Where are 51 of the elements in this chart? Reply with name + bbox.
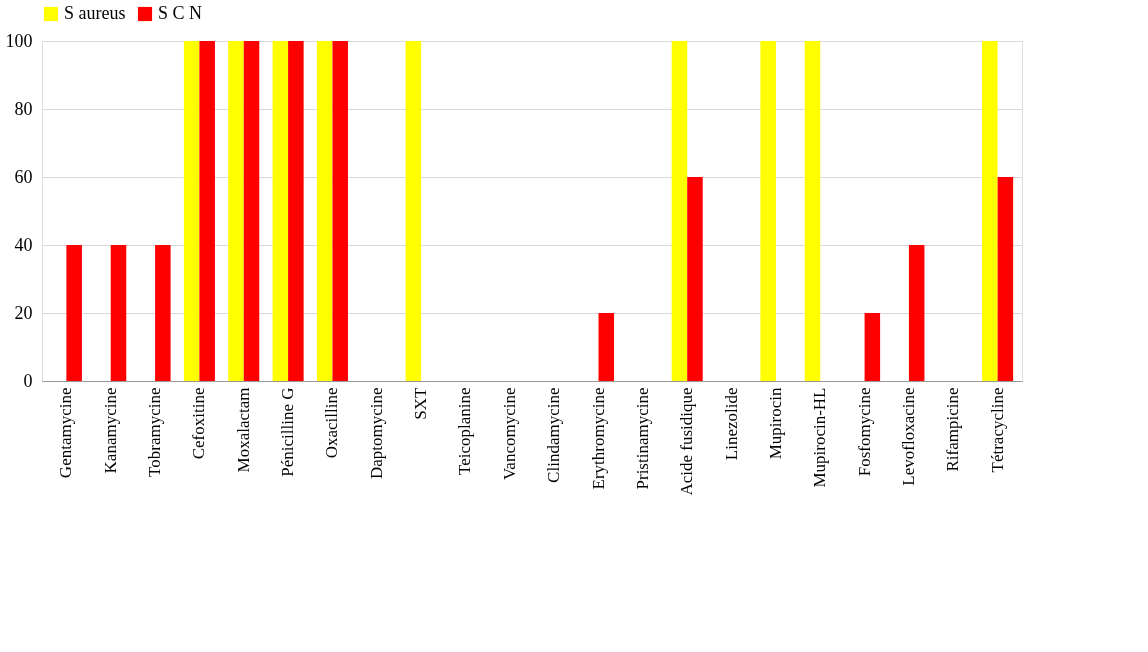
x-tick-label: Linezolide [721, 387, 741, 461]
bar [997, 177, 1014, 381]
x-tick-label: Clindamycine [544, 387, 564, 483]
bar [316, 41, 333, 381]
x-tick-label: Daptomycine [366, 387, 386, 480]
x-tick-label: Gentamycine [56, 387, 76, 479]
x-tick-label: Tobramycine [145, 387, 165, 477]
x-tick-label: Pristinamycine [632, 387, 652, 490]
bar [598, 313, 615, 381]
bar [332, 41, 348, 381]
bar [228, 41, 244, 381]
x-tick-label: Acide fusidique [677, 387, 697, 496]
x-tick-label: Cefoxitine [189, 387, 209, 460]
bar [405, 41, 422, 381]
bar [804, 41, 821, 381]
y-tick-label: 100 [5, 30, 33, 51]
bar [183, 41, 200, 381]
bar [982, 41, 998, 381]
x-tick-label: Rifampicine [943, 387, 963, 472]
bar [66, 245, 82, 381]
y-tick-label: 60 [14, 166, 33, 187]
bar [155, 245, 171, 381]
legend-label: S C N [158, 3, 203, 23]
bar [760, 41, 776, 381]
x-tick-label: Fosfomycine [854, 387, 874, 477]
x-tick-label: Mupirocin [765, 387, 785, 460]
x-tick-label: Tétracycline [987, 387, 1007, 473]
bar [671, 41, 688, 381]
y-tick-label: 80 [14, 98, 33, 119]
bar [288, 41, 304, 381]
bar [243, 41, 260, 381]
x-tick-label: Teicoplanine [455, 387, 475, 476]
x-tick-label: Kanamycine [100, 387, 120, 474]
bar [687, 177, 703, 381]
y-tick-label: 20 [14, 302, 33, 323]
x-tick-label: Mupirocin-HL [810, 387, 830, 488]
x-tick-label: Vancomycine [499, 387, 519, 481]
bar [199, 41, 215, 381]
x-tick-label: Levofloxacine [898, 387, 918, 486]
y-tick-label: 0 [23, 370, 33, 391]
y-tick-label: 40 [14, 234, 33, 255]
bar [110, 245, 127, 381]
x-tick-label: Pénicilline G [278, 387, 298, 477]
bar [908, 245, 925, 381]
x-tick-label: SXT [411, 386, 431, 420]
x-tick-label: Erythromycine [588, 387, 608, 490]
x-tick-label: Moxalactam [233, 387, 253, 473]
bar [864, 313, 881, 381]
x-tick-label: Oxacilline [322, 387, 342, 459]
legend-label: S aureus [64, 3, 126, 23]
bar [272, 41, 289, 381]
